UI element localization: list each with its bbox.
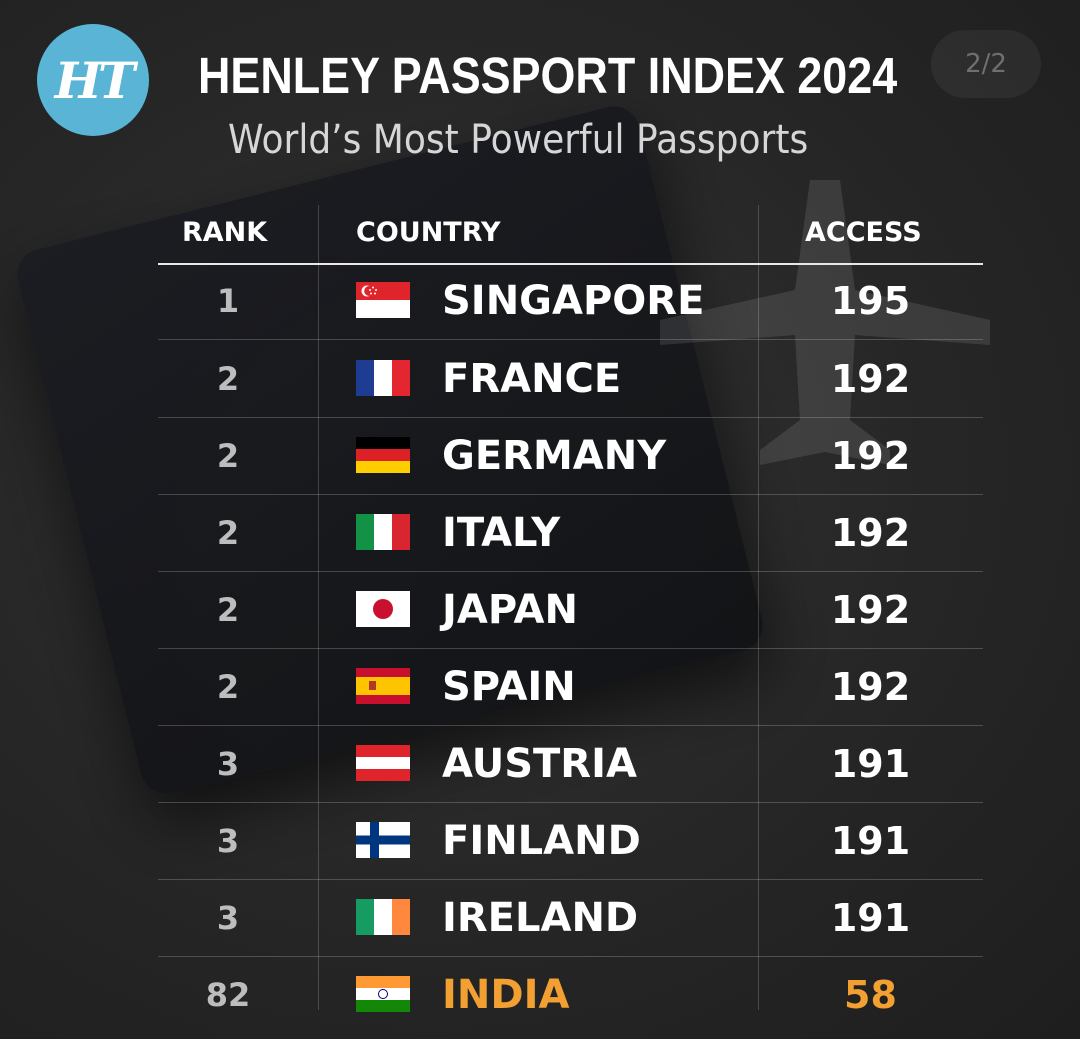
- access-cell: 191: [830, 895, 911, 940]
- access-cell: 58: [844, 972, 897, 1017]
- country-cell: ITALY: [442, 509, 561, 556]
- airplane-background-icon: [660, 180, 990, 465]
- france-flag-icon: [356, 360, 410, 396]
- country-cell: FINLAND: [442, 817, 641, 864]
- page-title: HENLEY PASSPORT INDEX 2024: [198, 47, 898, 104]
- access-cell: 192: [830, 664, 911, 709]
- austria-flag-icon: [356, 745, 410, 781]
- rank-cell: 2: [216, 590, 240, 629]
- rank-cell: 1: [216, 281, 240, 320]
- access-cell: 191: [830, 741, 911, 786]
- country-cell: AUSTRIA: [442, 740, 637, 787]
- germany-flag-icon: [356, 437, 410, 473]
- table-row: 3 IRELAND 191: [158, 879, 983, 957]
- rank-cell: 3: [216, 898, 240, 937]
- table-row: 2 GERMANY 192: [158, 417, 983, 495]
- access-cell: 195: [830, 278, 911, 323]
- column-divider: [758, 205, 759, 1010]
- table-header: RANK COUNTRY ACCESS: [158, 205, 983, 265]
- table-row-highlighted: 82 INDIA 58: [158, 956, 983, 1033]
- access-cell: 192: [830, 587, 911, 632]
- italy-flag-icon: [356, 514, 410, 550]
- rank-cell: 82: [205, 975, 251, 1014]
- table-row: 2 ITALY 192: [158, 494, 983, 572]
- table-row: 2 JAPAN 192: [158, 571, 983, 649]
- country-cell: SPAIN: [442, 663, 576, 710]
- country-cell: SINGAPORE: [442, 277, 705, 324]
- ireland-flag-icon: [356, 899, 410, 935]
- country-cell: FRANCE: [442, 355, 622, 402]
- rank-cell: 2: [216, 513, 240, 552]
- column-divider: [318, 205, 319, 1010]
- rank-cell: 3: [216, 744, 240, 783]
- access-cell: 192: [830, 356, 911, 401]
- rank-cell: 2: [216, 667, 240, 706]
- country-cell: GERMANY: [442, 432, 667, 479]
- country-column-header: COUNTRY: [356, 217, 501, 248]
- rank-cell: 2: [216, 436, 240, 475]
- access-cell: 192: [830, 510, 911, 555]
- rank-column-header: RANK: [182, 217, 268, 248]
- spain-flag-icon: [356, 668, 410, 704]
- country-cell: JAPAN: [442, 586, 578, 633]
- rank-cell: 3: [216, 821, 240, 860]
- japan-flag-icon: [356, 591, 410, 627]
- finland-flag-icon: [356, 822, 410, 858]
- access-column-header: ACCESS: [805, 217, 922, 248]
- access-cell: 191: [830, 818, 911, 863]
- rank-cell: 2: [216, 359, 240, 398]
- country-cell: INDIA: [442, 971, 570, 1018]
- passport-ranking-table: RANK COUNTRY ACCESS 1 SINGAPORE 195 2 FR…: [158, 205, 983, 1018]
- ht-logo: HT: [37, 24, 149, 136]
- table-row: 2 SPAIN 192: [158, 648, 983, 726]
- page-subtitle: World’s Most Powerful Passports: [228, 117, 809, 163]
- ht-logo-text: HT: [54, 50, 135, 110]
- singapore-flag-icon: [356, 282, 410, 318]
- country-cell: IRELAND: [442, 894, 639, 941]
- table-row: 3 AUSTRIA 191: [158, 725, 983, 803]
- table-row: 1 SINGAPORE 195: [158, 262, 983, 340]
- access-cell: 192: [830, 433, 911, 478]
- table-row: 2 FRANCE 192: [158, 340, 983, 418]
- india-flag-icon: [356, 976, 410, 1012]
- page-counter: 2/2: [931, 30, 1041, 98]
- table-row: 3 FINLAND 191: [158, 802, 983, 880]
